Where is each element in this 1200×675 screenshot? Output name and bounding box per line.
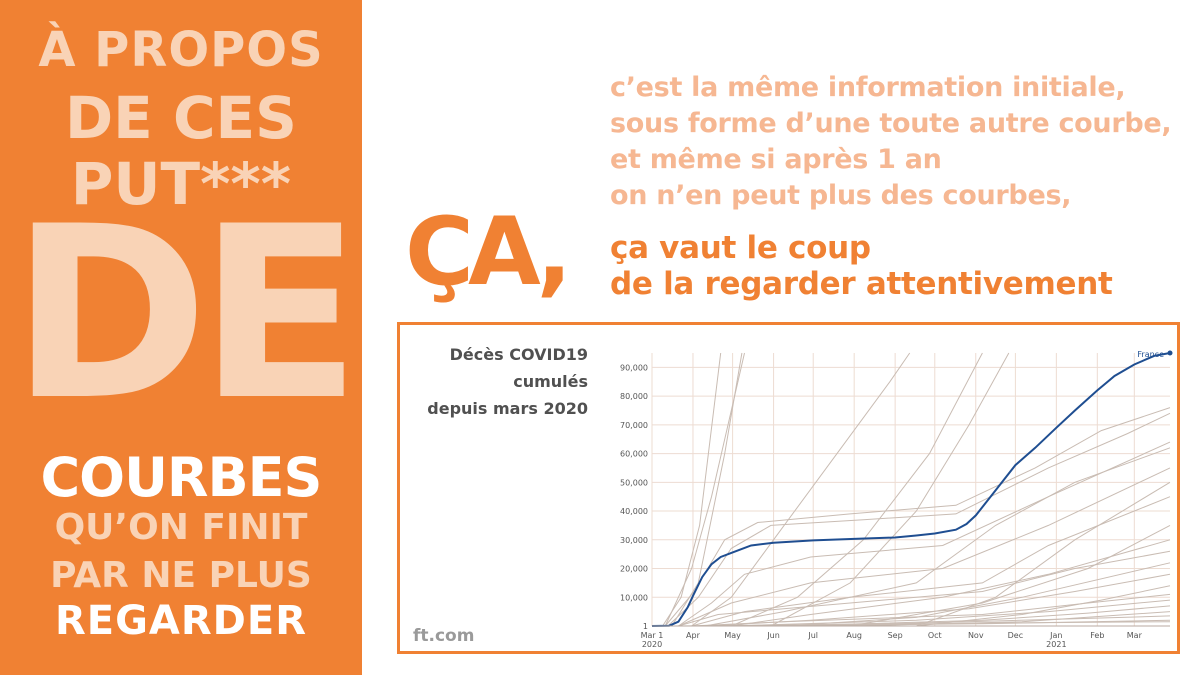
intro-line-1: c’est la même information initiale, [610,72,1126,103]
x-tick-label: Oct [928,631,942,640]
other-country-line [770,352,1010,627]
x-tick-label: Sep [888,631,903,640]
punchline-line-2: de la regarder attentivement [610,266,1113,302]
other-country-line [678,550,1171,627]
intro-line-3: et même si après 1 an [610,144,942,175]
other-country-line [667,412,1171,627]
other-country-line [704,447,1171,627]
france-endpoint [1167,350,1173,356]
x-tick-label: Mar [1127,631,1143,640]
intro-line-4: on n’en peut plus des courbes, [610,180,1072,211]
title-line-a-propos: À PROPOS [38,22,324,78]
deaths-line-chart: France 1 10,000 20,000 30,000 40,000 50,000 60… [620,350,1173,649]
chart-source: ft.com [413,626,475,646]
chart-caption-line-2: cumulés [513,372,588,391]
x-tick-label: Dec [1008,631,1023,640]
x-tick-label: Nov [968,631,984,640]
other-country-line [916,481,1171,627]
title-line-regarder: REGARDER [54,598,308,644]
y-tick-label: 80,000 [620,392,648,401]
title-line-courbes: COURBES [40,446,323,509]
x-tick-label: May [724,631,741,640]
y-tick-label: 90,000 [620,363,648,372]
y-tick-label: 10,000 [620,593,648,602]
other-country-line [691,352,911,627]
other-countries-lines [662,352,1171,627]
chart-caption-line-3: depuis mars 2020 [427,399,588,418]
x-tick-label: Feb [1090,631,1104,640]
other-country-line [691,496,1171,627]
title-line-par-ne-plus: PAR NE PLUS [50,555,312,596]
chart-grid [651,353,1170,627]
x-tick-label: Mar 1 [641,631,664,640]
other-country-line [691,593,1171,627]
other-country-line [664,352,745,627]
y-tick-label: 20,000 [620,565,648,574]
intro-line-2: sous forme d’une toute autre courbe, [610,108,1172,139]
y-tick-label: 50,000 [620,478,648,487]
y-tick-label: 1 [643,622,648,631]
x-tick-label: Jul [807,631,818,640]
left-title-panel: À PROPOS DE CES PUT*** DE COURBES QU’ON … [0,0,362,675]
other-country-line [784,562,1171,627]
x-tick-year-label: 2020 [642,640,662,649]
france-series: France [651,350,1173,627]
y-tick-label: 60,000 [620,450,648,459]
france-line [651,352,1171,627]
title-line-de-big: DE [10,176,361,453]
other-country-line [662,352,722,627]
chart-caption-line-1: Décès COVID19 [449,345,588,364]
other-country-line [731,539,1171,627]
title-line-quon-finit: QU’ON FINIT [54,507,308,548]
chart-frame [397,322,1180,654]
x-tick-label: Jan [1049,631,1062,640]
other-country-line [731,352,983,627]
y-tick-label: 40,000 [620,507,648,516]
chart-axes: 1 10,000 20,000 30,000 40,000 50,000 60,000 70,… [620,363,1170,649]
title-line-de-ces: DE CES [65,84,297,152]
france-series-label: France [1137,350,1164,359]
x-tick-label: Apr [686,631,701,640]
title-line-put: PUT*** [70,150,292,218]
y-tick-label: 30,000 [620,536,648,545]
x-tick-label: Aug [846,631,862,640]
other-country-line [850,524,1171,627]
other-country-line [678,621,1171,627]
x-tick-year-label: 2021 [1046,640,1066,649]
ca-big-heading: ÇA, [405,198,572,307]
y-tick-label: 70,000 [620,421,648,430]
punchline-line-1: ça vaut le coup [610,230,871,266]
other-country-line [678,467,1171,627]
other-country-line [731,599,1171,627]
x-tick-label: Jun [766,631,780,640]
